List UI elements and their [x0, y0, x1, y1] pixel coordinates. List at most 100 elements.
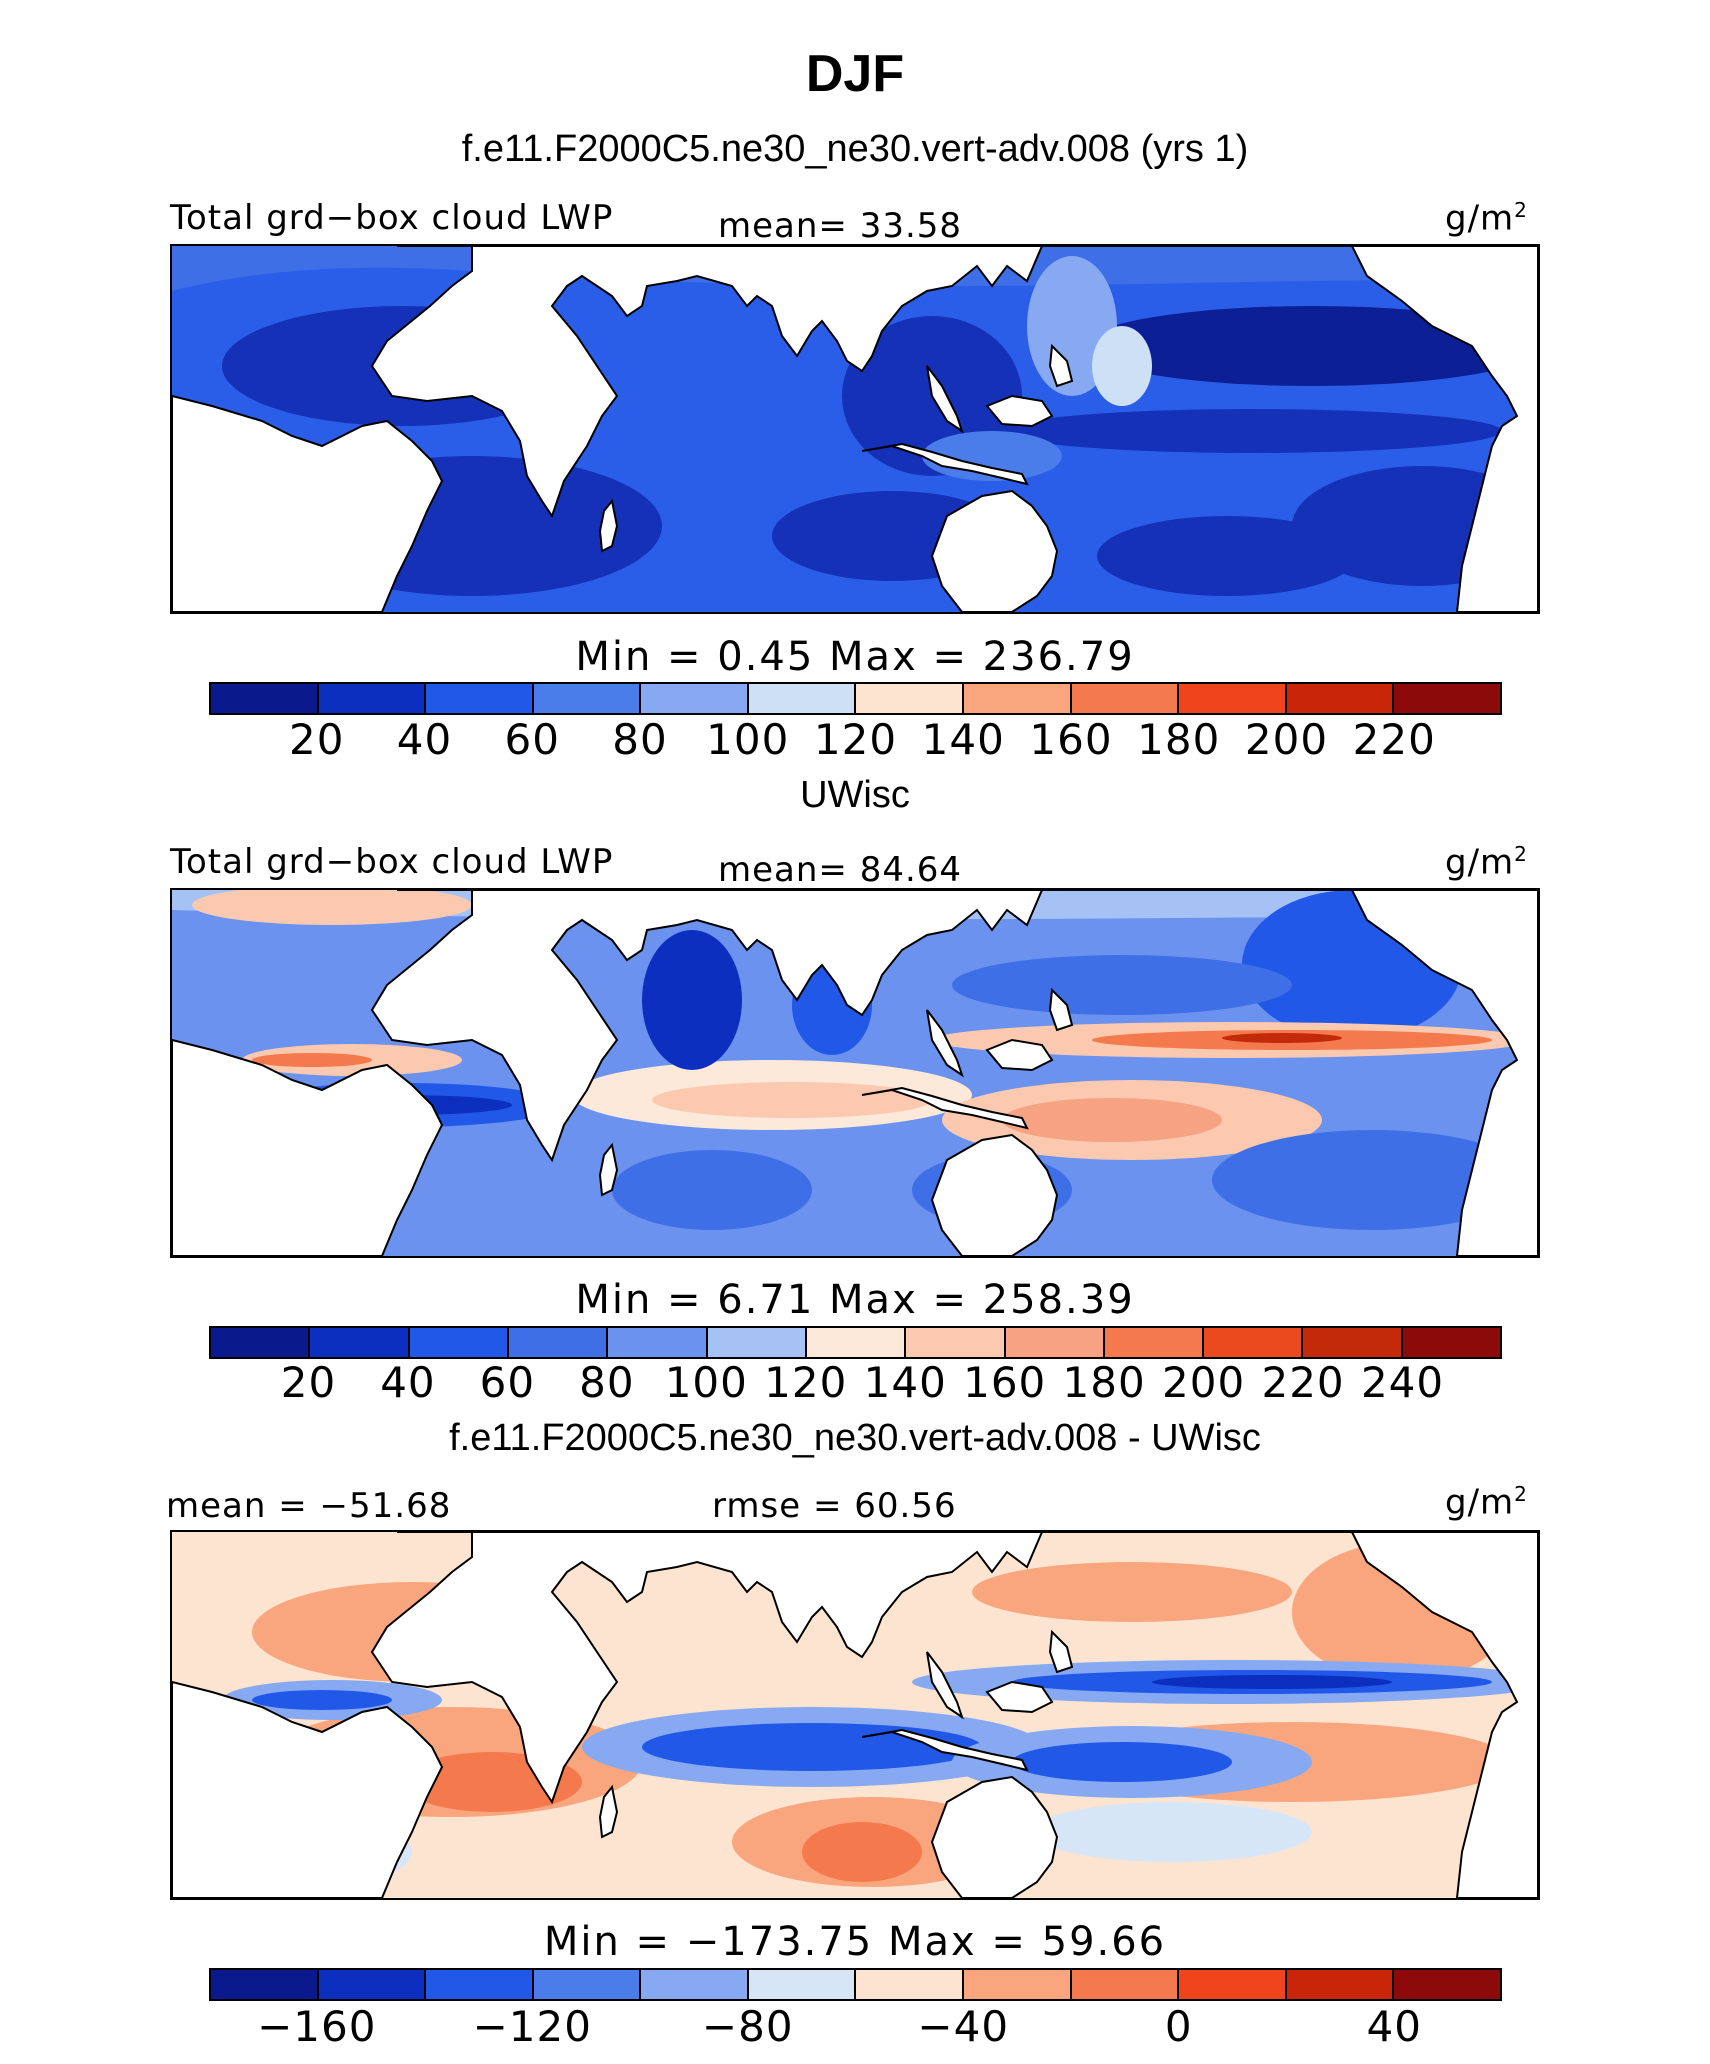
colorbar-swatch [533, 684, 642, 713]
colorbar-tick-label: 140 [921, 715, 1005, 764]
colorbar-swatch [1071, 1970, 1180, 1999]
colorbar-tick-label: 20 [280, 1358, 337, 1407]
colorbar-tick-label: 60 [504, 715, 560, 764]
colorbar-swatch [1071, 684, 1180, 713]
land-mass [598, 498, 619, 553]
colorbar-swatch [1005, 1328, 1105, 1357]
colorbar-tick-label: 120 [764, 1358, 848, 1407]
panel-2-variable-label: Total grd−box cloud LWP [170, 842, 614, 882]
land-mass [172, 1680, 444, 1898]
panel-1-colorbar-ticks: 20 40 60 80 100 120 140 160 180 200 220 [0, 715, 1710, 765]
colorbar-swatch [310, 1328, 410, 1357]
panel-3-min-max: Min = −173.75 Max = 59.66 [543, 1919, 1167, 1965]
panel-2-map [170, 888, 1540, 1258]
colorbar-swatch [748, 1970, 857, 1999]
colorbar-swatch [318, 684, 427, 713]
land-mass [370, 1532, 1044, 1805]
land-mass [1042, 890, 1538, 1256]
colorbar-swatch [641, 684, 749, 713]
colorbar-tick-label: 80 [612, 715, 668, 764]
colorbar-tick-label: 220 [1352, 715, 1436, 764]
colorbar-tick-label: −80 [701, 2002, 794, 2051]
colorbar-swatch [318, 1970, 427, 1999]
panel-3-map [170, 1530, 1540, 1900]
panel-2-min-max: Min = 6.71 Max = 258.39 [575, 1277, 1135, 1323]
panel-1-subtitle: f.e11.F2000C5.ne30_ne30.vert-adv.008 (yr… [461, 128, 1249, 170]
panel-2-colorbar-ticks: 20 40 60 80 100 120 140 160 180 200 220 240 [0, 1358, 1710, 1408]
land-mass [370, 890, 1044, 1163]
colorbar-swatch [1394, 684, 1500, 713]
land-mass [1048, 343, 1074, 388]
colorbar-tick-label: 160 [1029, 715, 1113, 764]
panel-1-colorbar [209, 682, 1502, 715]
panel-1-units: g/m2 [1445, 198, 1528, 239]
colorbar-swatch [1104, 1328, 1205, 1357]
colorbar-swatch [1402, 1328, 1501, 1357]
colorbar-swatch [211, 1328, 311, 1357]
colorbar-tick-label: 40 [396, 715, 453, 764]
colorbar-swatch [508, 1328, 609, 1357]
land-mass [1042, 246, 1538, 612]
land-mass [985, 1038, 1054, 1072]
continents [172, 890, 1538, 1256]
colorbar-swatch [707, 1328, 807, 1357]
colorbar-swatch [964, 684, 1072, 713]
colorbar-swatch [1179, 684, 1287, 713]
colorbar-swatch [211, 1970, 319, 1999]
colorbar-tick-label: 40 [1366, 2002, 1422, 2051]
land-mass [861, 1728, 1029, 1772]
colorbar-swatch [409, 1328, 509, 1357]
colorbar-tick-label: −120 [472, 2002, 592, 2051]
land-mass [926, 1009, 964, 1078]
land-mass [370, 246, 1044, 519]
colorbar-tick-label: 40 [380, 1358, 436, 1407]
land-mass [930, 489, 1059, 612]
continents [172, 246, 1538, 612]
land-mass [926, 365, 964, 434]
colorbar-swatch [608, 1328, 708, 1357]
colorbar-swatch [856, 684, 965, 713]
colorbar-swatch [641, 1970, 749, 1999]
panel-1-min-max: Min = 0.45 Max = 236.79 [575, 634, 1135, 680]
land-mass [172, 1038, 444, 1256]
land-mass [1042, 1532, 1538, 1898]
colorbar-tick-label: 80 [579, 1358, 635, 1407]
colorbar-tick-label: 100 [664, 1358, 748, 1407]
colorbar-tick-label: −160 [257, 2002, 377, 2051]
land-mass [172, 394, 444, 612]
colorbar-swatch [533, 1970, 642, 1999]
colorbar-tick-label: 100 [706, 715, 790, 764]
colorbar-tick-label: −40 [917, 2002, 1010, 2051]
panel-3-rmse-label: rmse = 60.56 [712, 1486, 957, 1526]
panel-3-colorbar [209, 1968, 1502, 2001]
colorbar-tick-label: 200 [1244, 715, 1329, 764]
colorbar-swatch [964, 1970, 1072, 1999]
figure-title: DJF [805, 45, 905, 103]
land-mass [985, 1680, 1054, 1714]
panel-2-subtitle: UWisc [800, 774, 910, 816]
land-mass [1048, 987, 1074, 1032]
colorbar-tick-label: 20 [289, 715, 345, 764]
colorbar-swatch [1179, 1970, 1287, 1999]
colorbar-swatch [856, 1970, 965, 1999]
land-mass [1048, 1629, 1074, 1674]
colorbar-tick-label: 60 [479, 1358, 536, 1407]
colorbar-tick-label: 0 [1164, 2002, 1193, 2051]
panel-2-units: g/m2 [1445, 842, 1528, 883]
colorbar-swatch [1286, 1970, 1395, 1999]
colorbar-tick-label: 180 [1137, 715, 1221, 764]
panel-3-colorbar-ticks: −160 −120 −80 −40 0 40 [0, 2002, 1710, 2052]
land-mass [930, 1133, 1059, 1256]
colorbar-swatch [1394, 1970, 1500, 1999]
colorbar-tick-label: 220 [1261, 1358, 1345, 1407]
colorbar-tick-label: 200 [1162, 1358, 1246, 1407]
land-mass [861, 442, 1029, 486]
panel-1-map [170, 244, 1540, 614]
land-mass [861, 1086, 1029, 1130]
panel-3-subtitle: f.e11.F2000C5.ne30_ne30.vert-adv.008 - U… [449, 1417, 1261, 1459]
colorbar-swatch [211, 684, 319, 713]
panel-3-mean-label: mean = −51.68 [166, 1486, 452, 1526]
colorbar-swatch [1204, 1328, 1304, 1357]
land-mass [926, 1651, 964, 1720]
colorbar-tick-label: 120 [813, 715, 898, 764]
